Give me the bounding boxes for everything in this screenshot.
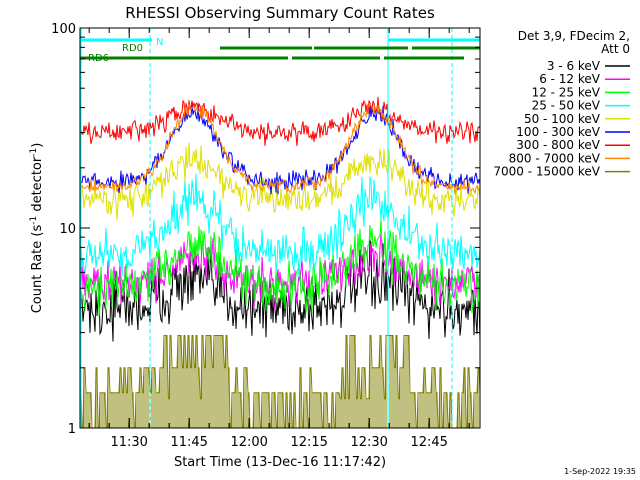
x-tick-label: 12:00: [230, 435, 267, 450]
y-axis-label: Count Rate (s-1 detector-1): [29, 143, 45, 314]
footer-timestamp: 1-Sep-2022 19:35: [564, 467, 636, 476]
rd6-label: RD6: [88, 53, 109, 64]
legend-label-3-6-kev: 3 - 6 keV: [547, 59, 601, 73]
series-lines: [79, 96, 481, 429]
axes: 1 10 100 11:30 11:45 12:00 12:15 12:30 12:45: [51, 22, 480, 450]
y-label-sup1: -1: [29, 216, 39, 225]
legend-label-800-7000-kev: 800 - 7000 keV: [509, 151, 601, 165]
legend-header-line1: Det 3,9, FDecim 2,: [518, 29, 630, 43]
y-tick-label: 10: [59, 222, 76, 237]
legend-label-25-50-kev: 25 - 50 keV: [532, 99, 601, 113]
rd0-label: RD0: [122, 43, 143, 54]
series-line-6-12-kev-kev: [79, 234, 481, 310]
series-line-25-50-kev-kev: [79, 173, 481, 278]
y-label-sup2: -1: [29, 148, 39, 157]
x-tick-label: 11:45: [170, 435, 207, 450]
series-line-300-800-kev-kev: [79, 96, 481, 146]
y-label-mid: detector: [30, 156, 45, 216]
y-label-main: Count Rate (s: [30, 225, 45, 314]
series-line-12-25-kev-kev: [79, 219, 481, 317]
x-tick-label: 12:45: [410, 435, 447, 450]
legend-label-300-800-kev: 300 - 800 keV: [516, 138, 600, 152]
legend-label-100-300-kev: 100 - 300 keV: [516, 125, 600, 139]
series-line-50-100-kev-kev: [79, 142, 481, 221]
series-line-3-6-kev-kev: [79, 238, 481, 342]
x-tick-label: 12:15: [290, 435, 327, 450]
y-label-end: ): [30, 143, 45, 148]
series-line-800-7000-kev-kev: [79, 103, 481, 195]
legend-label-7000-15000-kev: 7000 - 15000 keV: [493, 165, 600, 179]
y-tick-label: 1: [68, 422, 76, 437]
x-tick-label: 12:30: [350, 435, 387, 450]
n-label: N: [156, 37, 163, 48]
legend-label-50-100-kev: 50 - 100 keV: [524, 112, 601, 126]
chart-title: RHESSI Observing Summary Count Rates: [125, 4, 435, 22]
legend-header-line2: Att 0: [601, 42, 630, 56]
series-line-7000-15000-kev: [79, 335, 481, 429]
y-tick-label: 100: [51, 22, 76, 37]
legend-label-12-25-kev: 12 - 25 keV: [532, 85, 601, 99]
x-tick-label: 11:30: [110, 435, 147, 450]
legend-label-6-12-kev: 6 - 12 keV: [539, 72, 601, 86]
x-axis-label: Start Time (13-Dec-16 11:17:42): [174, 455, 386, 470]
